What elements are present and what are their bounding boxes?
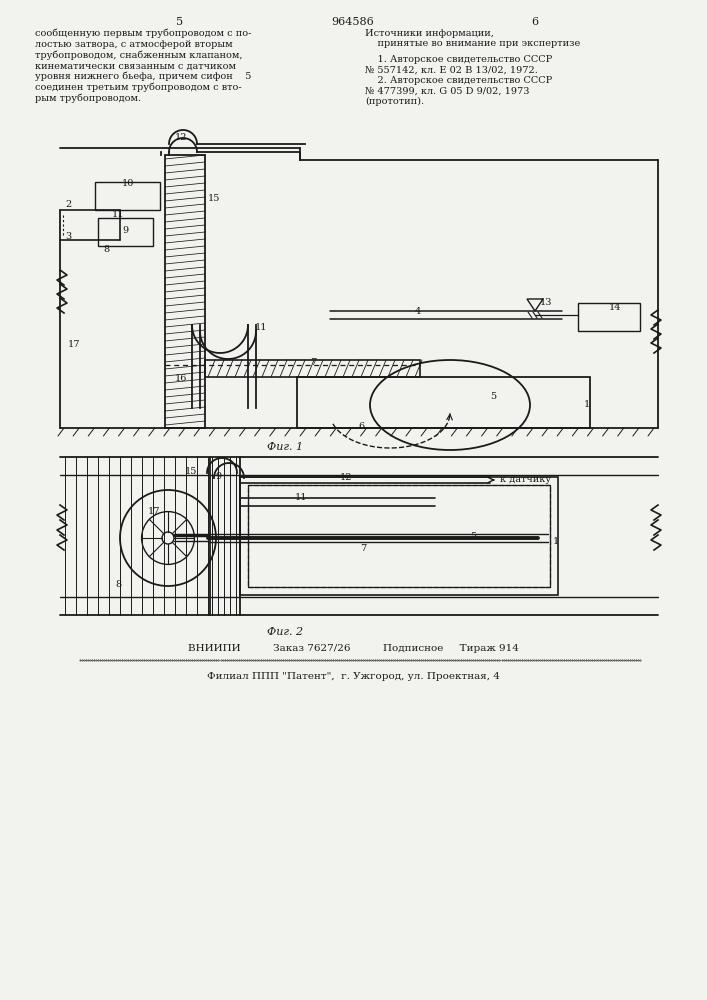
Text: 6: 6 xyxy=(532,17,539,27)
Text: 9: 9 xyxy=(215,472,221,481)
Text: 6: 6 xyxy=(358,422,364,431)
Text: сообщенную первым трубопроводом с по-
лостью затвора, с атмосферой вторым
трубоп: сообщенную первым трубопроводом с по- ло… xyxy=(35,29,252,103)
Text: 11: 11 xyxy=(255,323,267,332)
Text: к датчику: к датчику xyxy=(500,475,551,484)
Bar xyxy=(165,155,205,428)
Text: 4: 4 xyxy=(415,307,421,316)
Text: 1: 1 xyxy=(584,400,590,409)
Bar xyxy=(205,360,420,377)
Text: 3: 3 xyxy=(65,232,71,241)
Text: 8: 8 xyxy=(115,580,121,589)
Text: 5: 5 xyxy=(177,17,184,27)
Text: 16: 16 xyxy=(175,374,187,383)
Text: 1: 1 xyxy=(553,537,559,546)
Bar xyxy=(248,485,550,587)
Text: Фиг. 2: Фиг. 2 xyxy=(267,627,303,637)
Bar xyxy=(297,377,590,428)
Text: Филиал ППП "Патент",  г. Ужгород, ул. Проектная, 4: Филиал ППП "Патент", г. Ужгород, ул. Про… xyxy=(206,672,499,681)
Text: 17: 17 xyxy=(148,507,160,516)
Bar xyxy=(248,485,550,587)
Circle shape xyxy=(162,532,174,544)
Bar xyxy=(240,477,558,595)
Text: 7: 7 xyxy=(310,358,316,367)
Text: 8: 8 xyxy=(103,245,109,254)
Text: 11: 11 xyxy=(112,210,124,219)
Text: 12: 12 xyxy=(175,133,187,142)
Text: 9: 9 xyxy=(122,226,128,235)
Text: 11: 11 xyxy=(295,493,308,502)
Bar xyxy=(578,303,640,331)
Text: ВНИИПИ          Заказ 7627/26          Подписное     Тираж 914: ВНИИПИ Заказ 7627/26 Подписное Тираж 914 xyxy=(187,644,518,653)
Text: Фиг. 1: Фиг. 1 xyxy=(267,442,303,452)
Text: 17: 17 xyxy=(68,340,81,349)
Text: 12: 12 xyxy=(340,473,353,482)
Text: 10: 10 xyxy=(122,179,134,188)
Text: 5: 5 xyxy=(490,392,496,401)
Text: 14: 14 xyxy=(609,303,621,312)
Text: Источники информации,
    принятые во внимание при экспертизе: Источники информации, принятые во вниман… xyxy=(365,29,580,48)
Bar xyxy=(98,218,153,246)
Text: 7: 7 xyxy=(360,544,366,553)
Text: 15: 15 xyxy=(208,194,221,203)
Text: 1. Авторское свидетельство СССР
№ 557142, кл. Е 02 В 13/02, 1972.
    2. Авторск: 1. Авторское свидетельство СССР № 557142… xyxy=(365,55,552,106)
Bar xyxy=(95,182,160,210)
Text: 964586: 964586 xyxy=(332,17,375,27)
Text: 13: 13 xyxy=(540,298,552,307)
Text: 5: 5 xyxy=(470,532,476,541)
Text: 2: 2 xyxy=(65,200,71,209)
Text: 15: 15 xyxy=(185,467,197,476)
